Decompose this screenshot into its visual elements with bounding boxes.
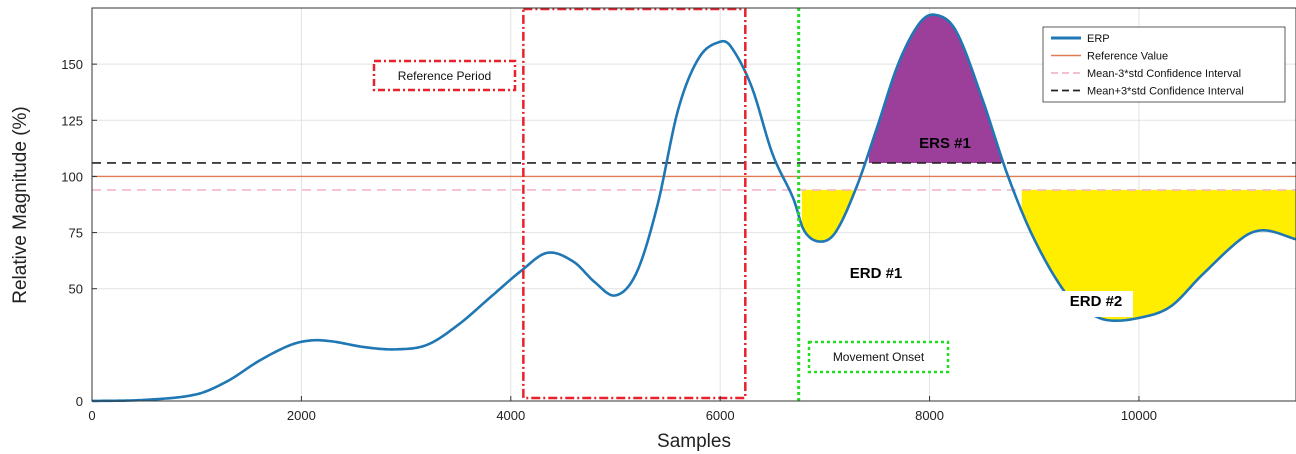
movement-onset-label-box	[807, 340, 950, 374]
legend-box	[1042, 26, 1286, 103]
x-tick-label: 6000	[706, 408, 735, 423]
region-label-erd-2: ERD #2	[1070, 293, 1123, 310]
y-tick-label: 150	[61, 57, 83, 72]
region-erd-2	[1021, 189, 1296, 321]
region-label-ers-1: ERS #1	[919, 135, 971, 152]
region-label-erd-1: ERD #1	[850, 265, 903, 282]
region-erd-1	[801, 189, 854, 242]
legend: ERP Reference Value Mean-3*std Confidence …	[1042, 26, 1286, 103]
x-tick-label: 8000	[915, 408, 944, 423]
legend-entry: ERP	[1087, 33, 1110, 45]
y-tick-label: 50	[69, 282, 83, 297]
y-tick-label: 100	[61, 169, 83, 184]
reference-lines	[92, 162, 1296, 191]
x-tick-label: 10000	[1121, 408, 1157, 423]
x-tick-label: 2000	[287, 408, 316, 423]
axes-frame	[91, 7, 1296, 402]
region-ers-1	[868, 14, 1005, 163]
reference-period-label: Reference Period	[398, 69, 491, 83]
reference-period-box	[522, 7, 747, 400]
y-tick-label: 0	[76, 394, 83, 409]
x-axis-label: Samples	[657, 431, 731, 452]
annotations: Reference Period Movement Onset ERS #1 ERD …	[372, 7, 1133, 401]
x-tick-label: 0	[88, 408, 95, 423]
tick-labels: 0 2000 4000 6000 8000 10000 0 50 75 100 125 150	[61, 57, 1157, 423]
y-axis-label: Relative Magnitude (%)	[10, 106, 31, 303]
legend-entry: Mean-3*std Confidence Interval	[1087, 68, 1241, 80]
legend-entry: Mean+3*std Confidence Interval	[1087, 86, 1244, 98]
movement-onset-label: Movement Onset	[833, 350, 925, 364]
legend-entry: Reference Value	[1087, 51, 1168, 63]
x-tick-label: 4000	[496, 408, 525, 423]
shaded-regions	[801, 14, 1296, 321]
y-tick-label: 125	[61, 113, 83, 128]
region-label-bg-erd-2	[1059, 291, 1133, 317]
reference-period-label-box	[372, 59, 517, 92]
axes	[91, 7, 1296, 402]
y-tick-label: 75	[69, 226, 83, 241]
